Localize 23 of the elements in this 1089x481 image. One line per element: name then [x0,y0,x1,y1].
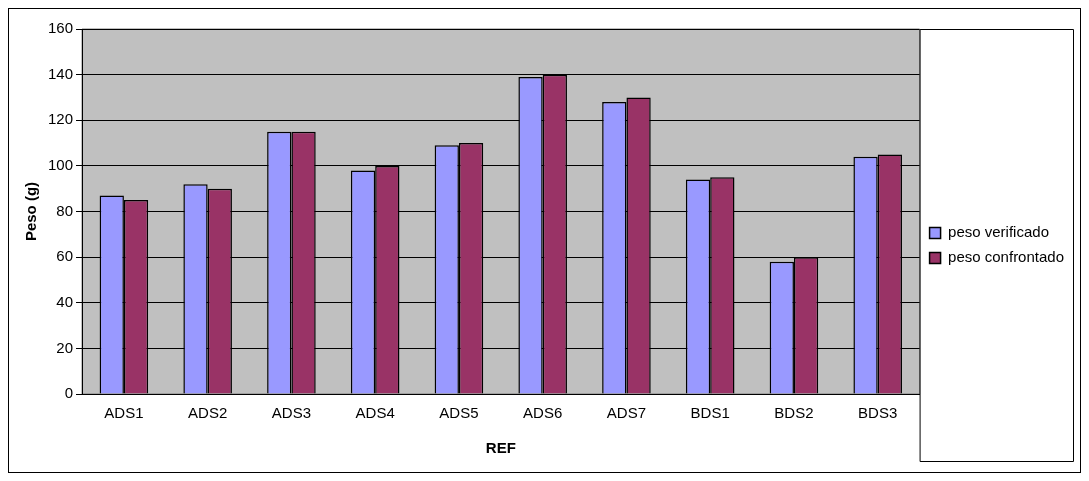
y-tick-label: 20 [56,338,74,356]
x-tick-label: ADS7 [606,404,647,422]
x-tick-label: BDS1 [690,404,730,422]
y-tick-label: 120 [48,110,74,128]
x-axis-title: REF [485,439,516,457]
y-tick-label: 160 [48,19,74,37]
y-tick-label: 0 [64,384,74,402]
x-tick-label: ADS4 [355,404,395,422]
legend-label: peso confrontado [948,248,1064,266]
x-tick-label: BDS3 [858,404,898,422]
x-tick-label: ADS6 [523,404,563,422]
x-tick-label: BDS2 [774,404,814,422]
y-axis-title: Peso (g) [22,181,40,242]
x-tick-label: ADS5 [439,404,479,422]
legend-label: peso verificado [948,223,1049,241]
y-tick-label: 60 [56,247,74,265]
y-tick-label: 80 [56,201,74,219]
y-tick-label: 100 [48,156,74,174]
x-tick-label: ADS1 [104,404,144,422]
x-tick-label: ADS2 [188,404,228,422]
y-tick-label: 40 [56,292,74,310]
x-tick-label: ADS3 [271,404,312,422]
y-tick-label: 140 [48,64,74,82]
